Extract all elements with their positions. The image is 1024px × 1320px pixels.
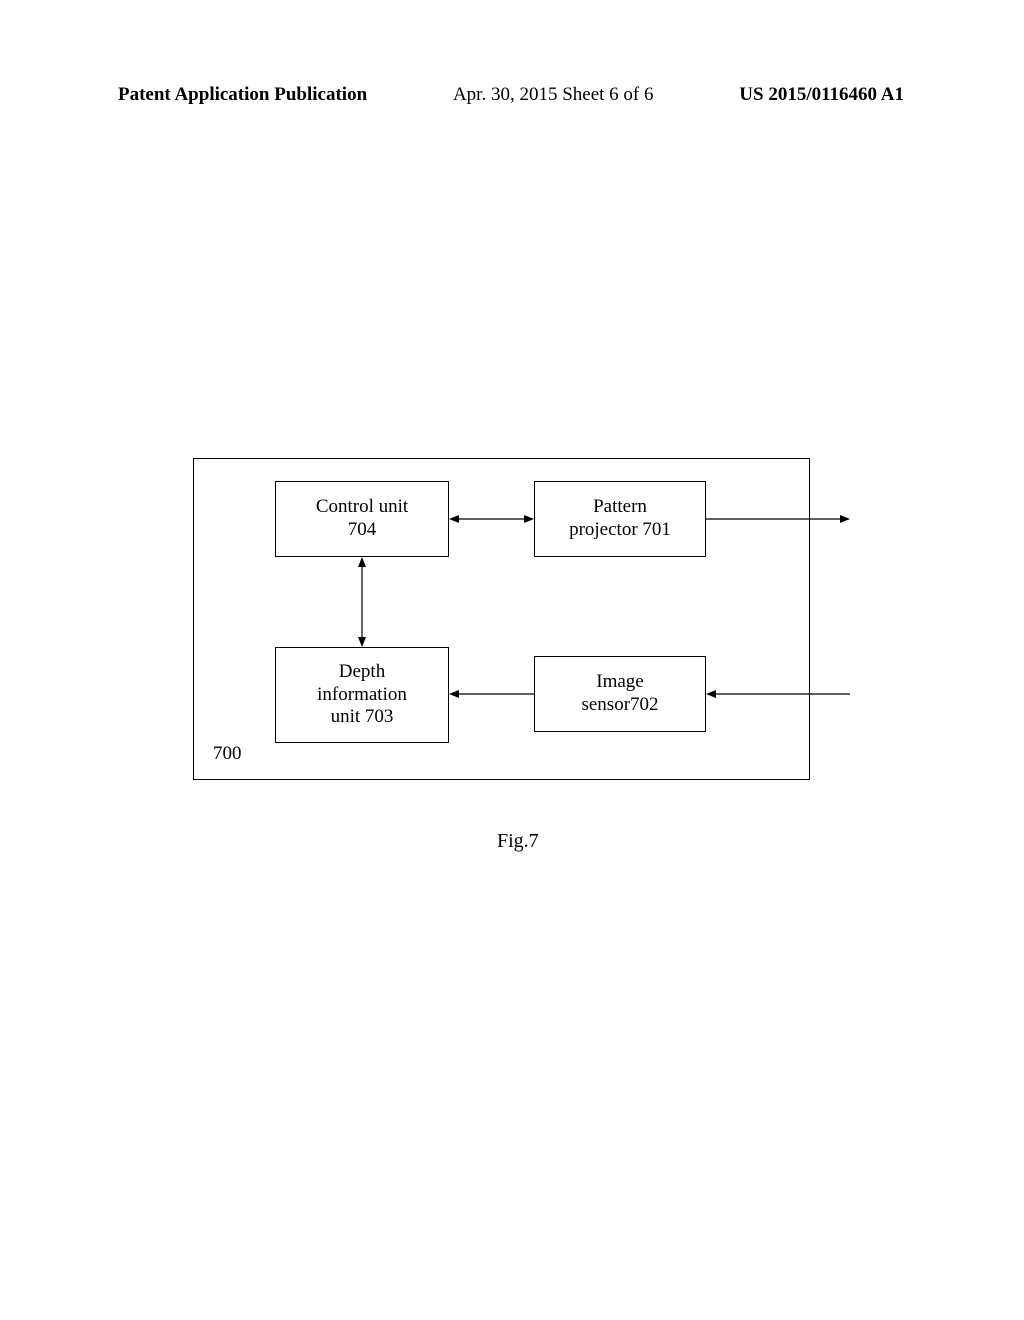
figure-caption: Fig.7 [497, 830, 539, 853]
header-left: Patent Application Publication [118, 84, 367, 106]
block-diagram: Control unit 704 Pattern projector 701 D… [193, 458, 810, 780]
header-center: Apr. 30, 2015 Sheet 6 of 6 [453, 84, 654, 106]
header-right: US 2015/0116460 A1 [739, 84, 904, 106]
page-header: Patent Application Publication Apr. 30, … [0, 84, 1024, 106]
arrow-layer [193, 458, 810, 780]
